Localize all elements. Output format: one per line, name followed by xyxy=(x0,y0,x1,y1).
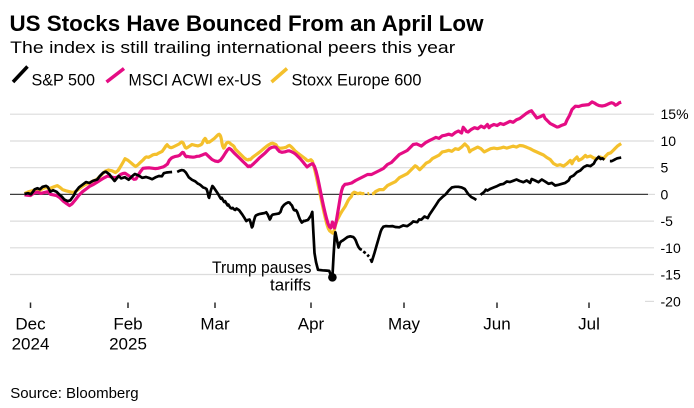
svg-text:US Stocks Have Bounced From an: US Stocks Have Bounced From an April Low xyxy=(10,11,485,36)
svg-text:tariffs: tariffs xyxy=(270,276,311,295)
svg-text:2025: 2025 xyxy=(109,335,147,354)
svg-text:S&P 500: S&P 500 xyxy=(32,70,96,89)
svg-text:15%: 15% xyxy=(661,106,689,122)
svg-text:10: 10 xyxy=(661,133,677,149)
svg-text:Apr: Apr xyxy=(298,315,325,334)
svg-text:Source: Bloomberg: Source: Bloomberg xyxy=(10,385,138,402)
svg-text:Trump pauses: Trump pauses xyxy=(212,258,312,277)
svg-text:Dec: Dec xyxy=(15,315,46,334)
svg-text:May: May xyxy=(388,315,421,334)
svg-text:The index is still trailing in: The index is still trailing internationa… xyxy=(10,38,455,57)
svg-text:Stoxx Europe 600: Stoxx Europe 600 xyxy=(292,70,422,89)
svg-text:-20: -20 xyxy=(661,293,681,309)
svg-text:Feb: Feb xyxy=(113,315,142,334)
svg-text:MSCI ACWI ex-US: MSCI ACWI ex-US xyxy=(129,70,262,89)
svg-text:Jul: Jul xyxy=(578,315,600,334)
svg-text:-10: -10 xyxy=(661,240,681,256)
svg-text:-15: -15 xyxy=(661,267,681,283)
svg-text:0: 0 xyxy=(661,186,669,202)
svg-text:Mar: Mar xyxy=(200,315,230,334)
svg-text:-5: -5 xyxy=(661,213,674,229)
svg-text:5: 5 xyxy=(661,160,669,176)
svg-text:2024: 2024 xyxy=(12,335,50,354)
svg-text:Jun: Jun xyxy=(483,315,510,334)
